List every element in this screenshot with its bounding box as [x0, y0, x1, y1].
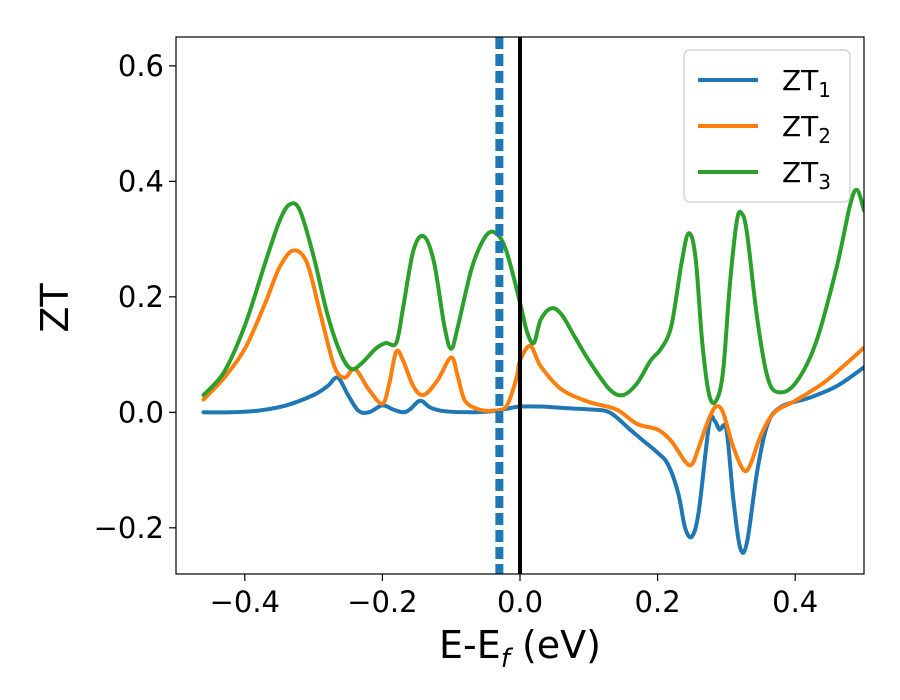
x-tick-label: −0.2 — [347, 585, 417, 619]
x-tick-label: 0.4 — [772, 585, 818, 619]
series-line-zt1 — [201, 365, 864, 555]
series-layer — [201, 187, 864, 555]
legend-box — [683, 49, 851, 203]
legend-label-zt3: ZT3 — [782, 156, 831, 194]
x-tick-label: 0.2 — [635, 585, 681, 619]
series-line-zt3 — [201, 187, 864, 406]
legend-label-zt2: ZT2 — [782, 110, 831, 148]
x-axis-label-unit: (eV) — [510, 623, 601, 667]
y-tick-label: 0.4 — [118, 164, 164, 198]
y-axis: −0.2 0.0 0.2 0.4 0.6 — [94, 49, 176, 545]
legend-label-zt1: ZT1 — [782, 64, 831, 102]
y-tick-label: 0.2 — [118, 280, 164, 314]
y-tick-label: 0.0 — [118, 395, 164, 429]
x-axis: −0.4 −0.2 0.0 0.2 0.4 — [210, 574, 818, 619]
series-line-zt2 — [201, 248, 864, 474]
x-axis-label: E-Ef (eV) — [439, 623, 601, 674]
x-tick-label: 0.0 — [497, 585, 543, 619]
x-axis-label-main: E-E — [439, 623, 501, 667]
legend: ZT1 ZT2 ZT3 — [683, 49, 851, 203]
x-tick-label: −0.4 — [210, 585, 280, 619]
y-axis-label: ZT — [33, 283, 77, 333]
reference-lines — [495, 37, 522, 574]
y-tick-label: −0.2 — [94, 511, 164, 545]
y-tick-label: 0.6 — [118, 49, 164, 83]
